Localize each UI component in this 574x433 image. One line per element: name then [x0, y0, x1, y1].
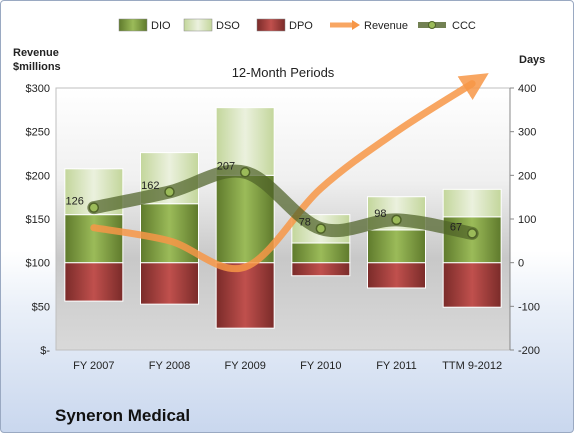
- left-tick-label: $250: [26, 127, 50, 139]
- category-label: TTM 9-2012: [442, 360, 502, 372]
- bar-dpo: [291, 262, 351, 277]
- ccc-point: [164, 186, 175, 198]
- revenue-line: [90, 73, 489, 273]
- legend-swatch-ccc-marker: [428, 21, 436, 29]
- right-tick-label: -100: [518, 301, 540, 313]
- left-axis-title-line2: $millions: [13, 61, 61, 73]
- ccc-data-label: 78: [299, 217, 311, 229]
- ccc-point: [466, 228, 478, 239]
- legend-label-ccc: CCC: [452, 20, 476, 32]
- left-tick-label: $150: [26, 214, 50, 226]
- category-label: FY 2011: [376, 360, 417, 372]
- ccc-data-label: 67: [450, 221, 462, 233]
- ccc-point: [315, 223, 327, 234]
- legend-swatch-dio: [118, 18, 148, 32]
- bar-dpo: [140, 262, 199, 305]
- ccc-point: [391, 214, 402, 226]
- right-tick-label: 100: [518, 214, 536, 226]
- bar-dpo: [215, 262, 275, 329]
- legend-swatch-dpo: [256, 18, 286, 32]
- chart-title: 12-Month Periods: [232, 65, 335, 80]
- legend-label-dso: DSO: [216, 20, 240, 32]
- right-tick-label: -200: [518, 345, 540, 357]
- ccc-point: [88, 202, 100, 213]
- ccc-data-label: 98: [374, 208, 386, 220]
- right-tick-label: 300: [518, 127, 536, 139]
- ccc-data-label: 126: [65, 196, 83, 208]
- left-tick-label: $200: [26, 170, 50, 182]
- ccc-data-label: 207: [217, 160, 235, 172]
- legend-label-dio: DIO: [151, 20, 171, 32]
- right-tick-label: 400: [518, 83, 536, 95]
- legend-label-dpo: DPO: [289, 20, 313, 32]
- bar-dso: [215, 107, 275, 176]
- category-label: FY 2009: [224, 360, 265, 372]
- left-tick-label: $50: [32, 301, 50, 313]
- legend-swatch-revenue-arrow: [352, 20, 360, 30]
- bar-dio: [64, 214, 124, 264]
- right-tick-label: 0: [518, 258, 524, 270]
- right-axis-title: Days: [519, 54, 545, 66]
- category-label: FY 2007: [73, 360, 114, 372]
- ccc-data-label: 162: [141, 180, 159, 192]
- bar-dio: [367, 229, 426, 264]
- left-tick-label: $100: [26, 258, 50, 270]
- legend-swatch-dso: [183, 18, 213, 32]
- bar-dpo: [64, 262, 124, 302]
- bar-dpo: [442, 262, 502, 308]
- category-label: FY 2010: [300, 360, 341, 372]
- company-name: Syneron Medical: [55, 406, 191, 425]
- category-label: FY 2008: [149, 360, 190, 372]
- left-tick-label: $300: [26, 83, 50, 95]
- ccc-point: [239, 167, 251, 178]
- right-tick-label: 200: [518, 170, 536, 182]
- bar-dio: [291, 242, 351, 264]
- bar-dso: [442, 188, 502, 218]
- legend-label-revenue: Revenue: [364, 20, 408, 32]
- bar-dpo: [367, 262, 426, 289]
- left-axis-title-line1: Revenue: [13, 47, 59, 59]
- left-tick-label: $-: [40, 345, 50, 357]
- plot-area: [55, 87, 511, 351]
